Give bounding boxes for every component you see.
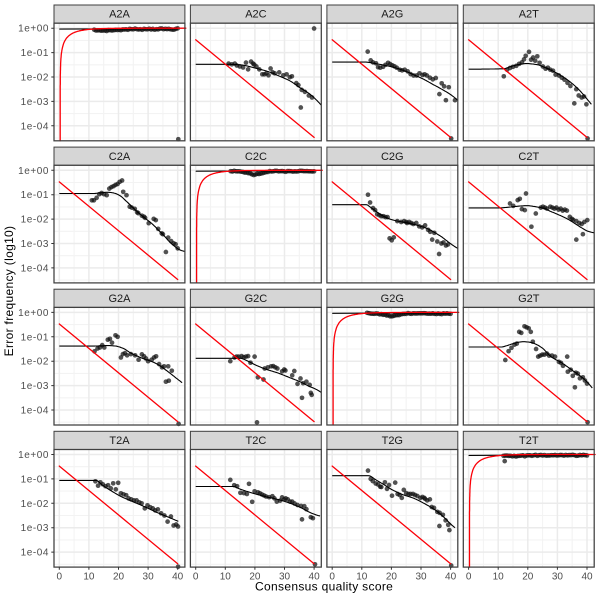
svg-text:0: 0 (57, 571, 63, 582)
svg-text:20: 20 (522, 571, 534, 582)
svg-text:40: 40 (172, 571, 184, 582)
svg-text:10: 10 (220, 571, 232, 582)
svg-text:20: 20 (386, 571, 398, 582)
svg-text:20: 20 (113, 571, 125, 582)
svg-text:1e-04: 1e-04 (21, 548, 49, 559)
svg-text:0: 0 (329, 571, 335, 582)
svg-text:G2T: G2T (518, 293, 540, 305)
svg-text:C2T: C2T (518, 151, 539, 163)
svg-text:T2T: T2T (519, 435, 539, 447)
svg-text:A2A: A2A (109, 9, 130, 21)
svg-text:G2C: G2C (245, 293, 268, 305)
svg-text:G2A: G2A (108, 293, 131, 305)
svg-text:1e-03: 1e-03 (21, 523, 49, 534)
svg-text:T2C: T2C (246, 435, 267, 447)
svg-text:10: 10 (83, 571, 95, 582)
svg-text:1e-01: 1e-01 (21, 474, 49, 485)
svg-text:1e-01: 1e-01 (21, 332, 49, 343)
svg-text:1e+00: 1e+00 (18, 24, 49, 35)
svg-text:G2G: G2G (381, 293, 404, 305)
svg-text:1e+00: 1e+00 (18, 450, 49, 461)
svg-text:1e-04: 1e-04 (21, 121, 49, 132)
svg-text:0: 0 (466, 571, 472, 582)
svg-text:T2A: T2A (109, 435, 130, 447)
svg-text:C2G: C2G (381, 151, 404, 163)
svg-text:1e-02: 1e-02 (21, 73, 49, 84)
svg-text:0: 0 (193, 571, 199, 582)
svg-text:30: 30 (552, 571, 564, 582)
svg-text:1e-02: 1e-02 (21, 357, 49, 368)
svg-text:1e-01: 1e-01 (21, 48, 49, 59)
svg-text:1e-02: 1e-02 (21, 499, 49, 510)
svg-text:30: 30 (143, 571, 155, 582)
svg-text:A2C: A2C (245, 9, 266, 21)
svg-text:40: 40 (309, 571, 321, 582)
svg-text:Consensus quality score: Consensus quality score (255, 580, 393, 594)
svg-text:C2C: C2C (245, 151, 267, 163)
svg-text:1e+00: 1e+00 (18, 308, 49, 319)
svg-text:30: 30 (415, 571, 427, 582)
svg-text:30: 30 (279, 571, 291, 582)
svg-text:1e-02: 1e-02 (21, 215, 49, 226)
svg-text:1e-03: 1e-03 (21, 97, 49, 108)
svg-text:C2A: C2A (109, 151, 131, 163)
svg-text:10: 10 (356, 571, 368, 582)
svg-text:20: 20 (249, 571, 261, 582)
svg-text:1e+00: 1e+00 (18, 166, 49, 177)
svg-text:40: 40 (581, 571, 593, 582)
svg-text:1e-03: 1e-03 (21, 381, 49, 392)
svg-text:1e-03: 1e-03 (21, 239, 49, 250)
svg-text:1e-04: 1e-04 (21, 406, 49, 417)
svg-text:1e-04: 1e-04 (21, 263, 49, 274)
svg-text:T2G: T2G (382, 435, 403, 447)
svg-text:1e-01: 1e-01 (21, 190, 49, 201)
svg-text:A2T: A2T (519, 9, 539, 21)
svg-text:10: 10 (493, 571, 505, 582)
svg-text:40: 40 (445, 571, 457, 582)
svg-text:A2G: A2G (381, 9, 403, 21)
svg-text:Error frequency (log10): Error frequency (log10) (2, 226, 16, 357)
